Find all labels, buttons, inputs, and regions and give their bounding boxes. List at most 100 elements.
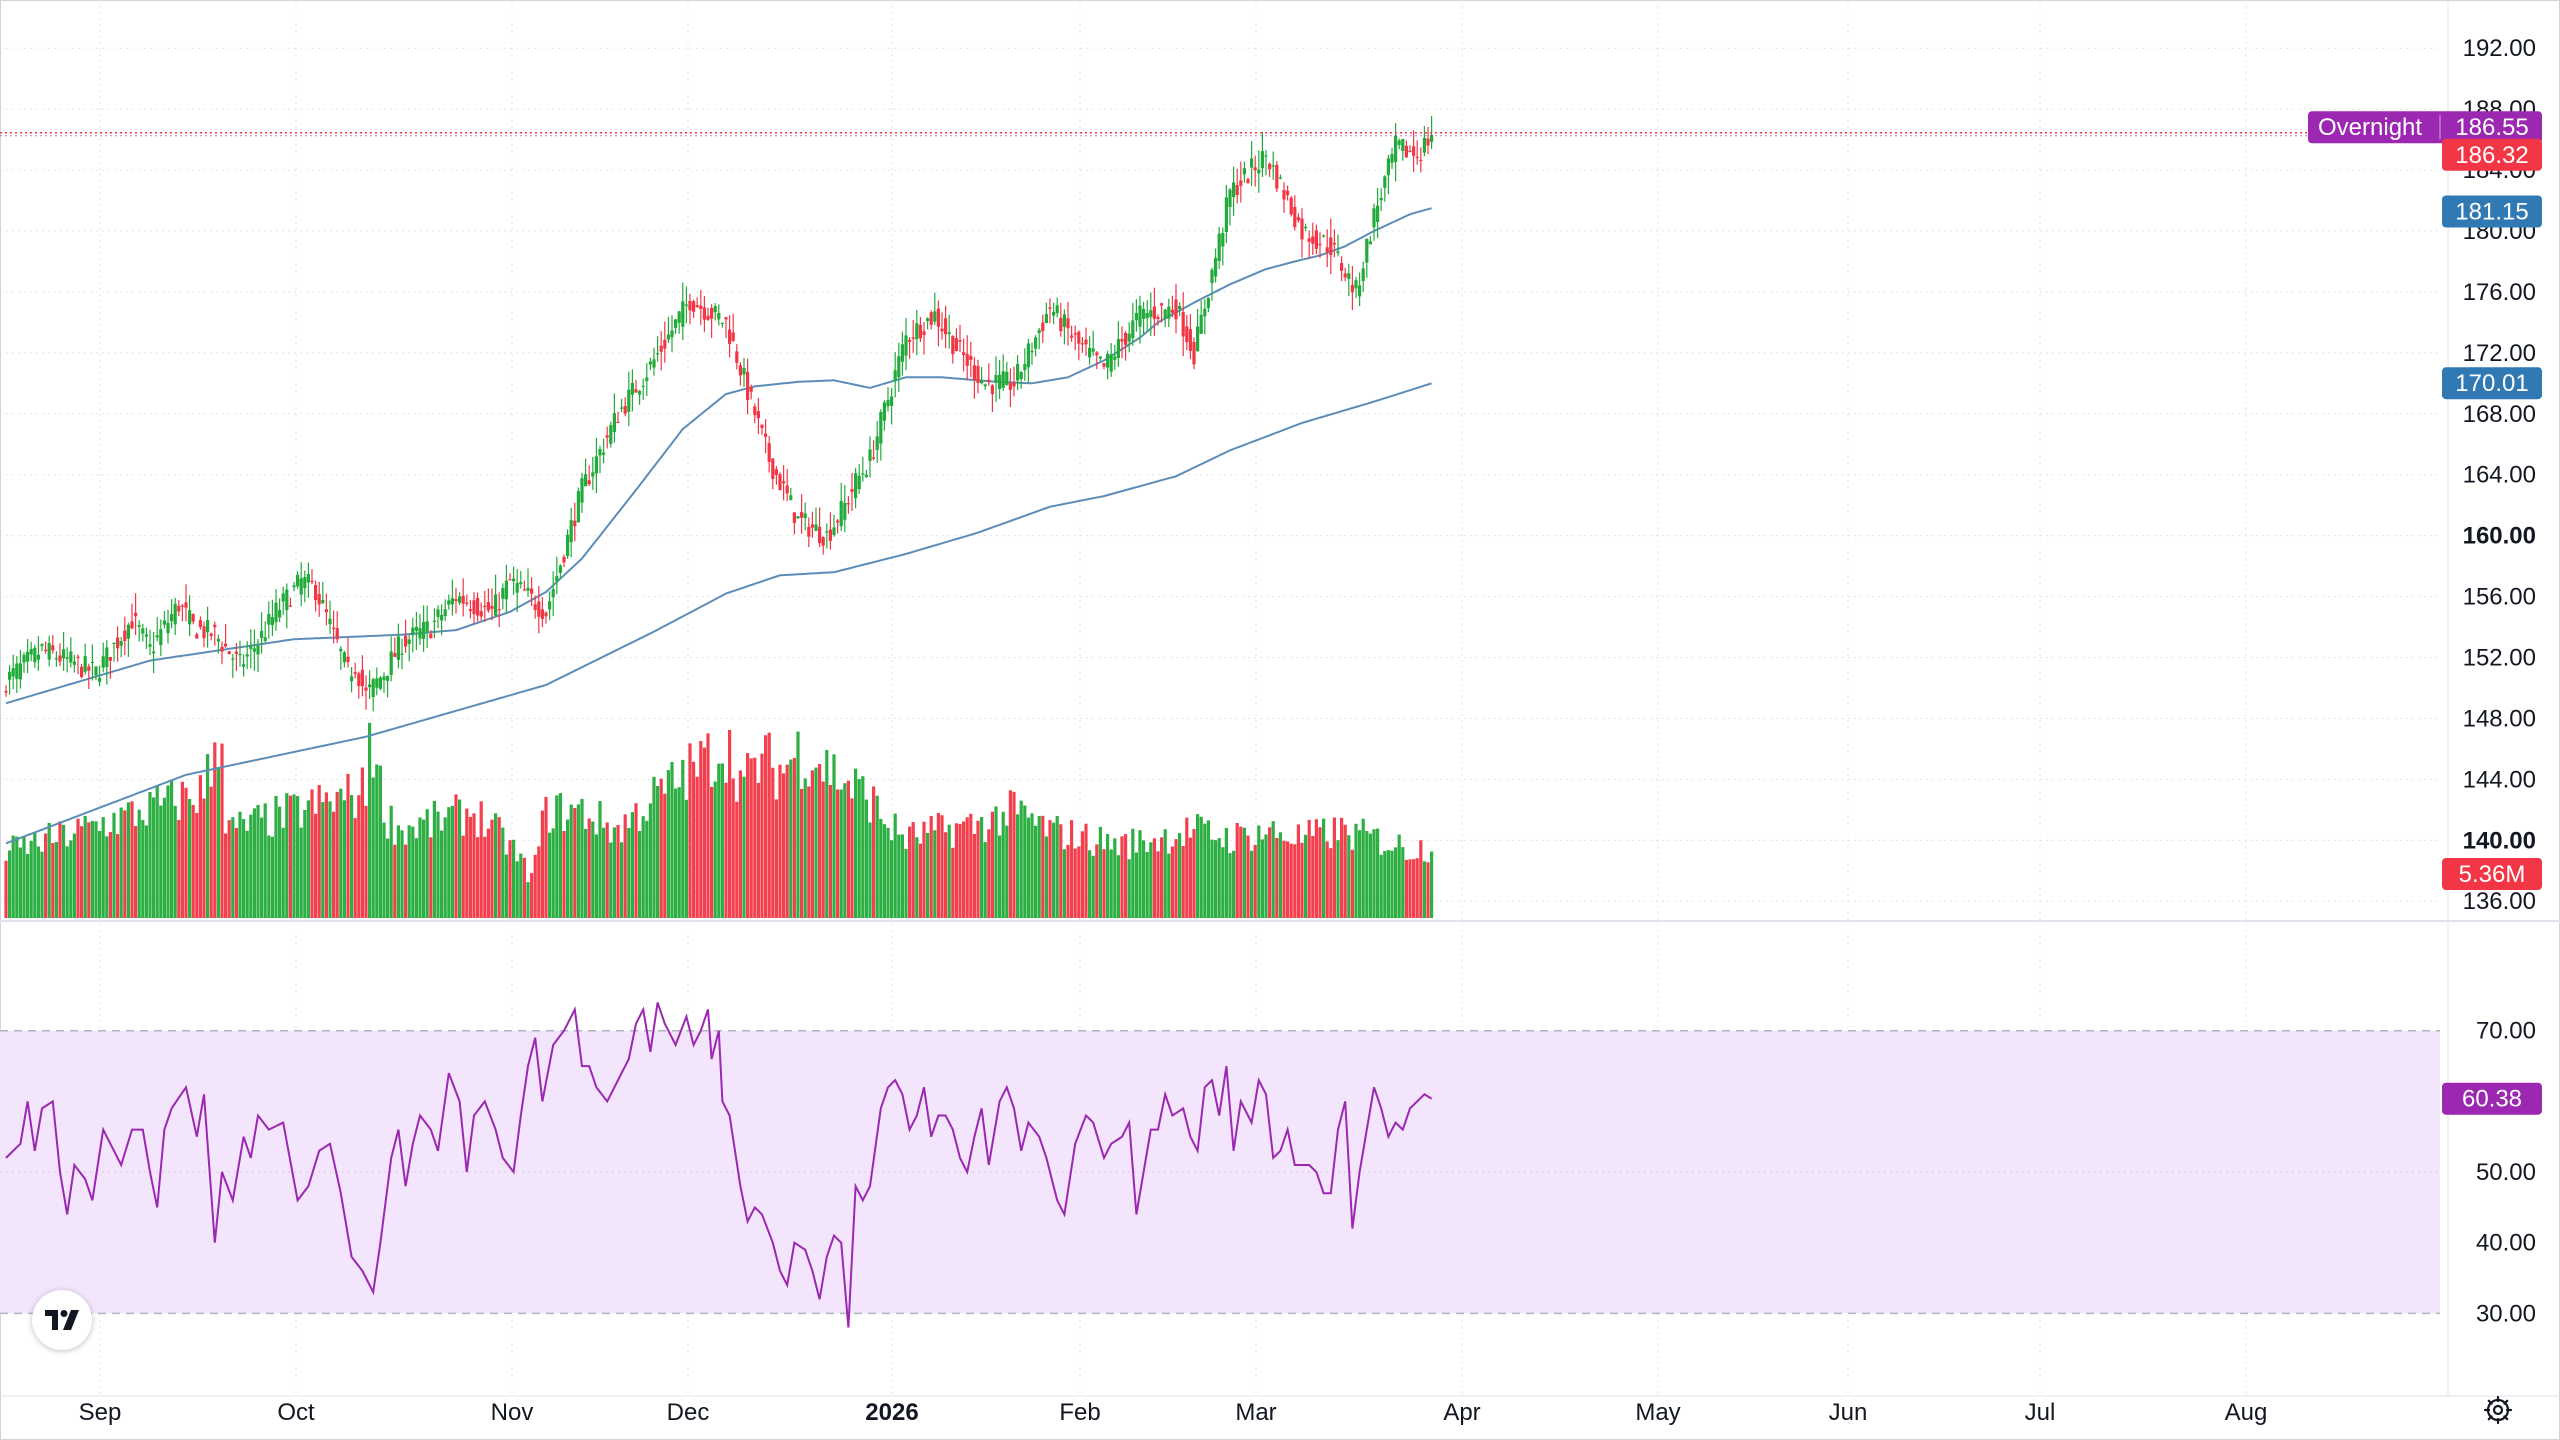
candle-body bbox=[998, 374, 1002, 390]
volume-bar bbox=[1152, 838, 1156, 918]
candle-body bbox=[839, 500, 843, 527]
price-tick-label: 172.00 bbox=[2463, 340, 2536, 367]
volume-bar bbox=[483, 836, 487, 918]
candle-body bbox=[1354, 280, 1358, 289]
candle-body bbox=[965, 353, 969, 366]
volume-bar bbox=[1131, 828, 1135, 918]
volume-bar bbox=[987, 829, 991, 918]
candle-body bbox=[893, 370, 897, 381]
volume-bar bbox=[839, 789, 843, 918]
candle-body bbox=[1167, 306, 1171, 319]
time-tick-label: May bbox=[1635, 1399, 1680, 1426]
volume-bar bbox=[1275, 837, 1279, 918]
candle-body bbox=[555, 576, 559, 582]
candle-body bbox=[1390, 153, 1394, 163]
volume-bar bbox=[173, 805, 177, 918]
candle-body bbox=[681, 301, 685, 327]
gear-icon[interactable] bbox=[2480, 1392, 2516, 1428]
volume-bar bbox=[1016, 814, 1020, 918]
price-axis[interactable]: 192.00188.00184.00180.00176.00172.00168.… bbox=[2463, 35, 2536, 1327]
volume-bar bbox=[134, 826, 138, 918]
volume-bar bbox=[1307, 819, 1311, 918]
volume-bar bbox=[976, 820, 980, 918]
volume-bar bbox=[252, 808, 256, 918]
candle-body bbox=[706, 315, 710, 320]
volume-bar bbox=[1170, 846, 1174, 918]
candle-body bbox=[1102, 363, 1106, 367]
candle-body bbox=[47, 642, 51, 660]
price-tick-label: 192.00 bbox=[2463, 35, 2536, 62]
candle-body bbox=[1185, 326, 1189, 343]
candle-body bbox=[191, 614, 195, 622]
volume-bar bbox=[1206, 820, 1210, 918]
volume-bar bbox=[198, 775, 202, 918]
volume-bar bbox=[1422, 861, 1426, 918]
candle-body bbox=[105, 647, 109, 667]
candle-body bbox=[1149, 310, 1153, 318]
volume-bar bbox=[1282, 840, 1286, 918]
volume-bar bbox=[504, 854, 508, 918]
candle-body bbox=[1106, 353, 1110, 368]
candle-body bbox=[969, 355, 973, 361]
volume-bar bbox=[288, 795, 292, 918]
candle-body bbox=[1012, 382, 1016, 387]
candle-body bbox=[1001, 371, 1005, 388]
volume-bar bbox=[468, 816, 472, 918]
volume-bar bbox=[296, 796, 300, 918]
candle-body bbox=[1268, 163, 1272, 170]
volume-bar bbox=[443, 817, 447, 918]
volume-bar bbox=[1052, 822, 1056, 918]
volume-bar bbox=[1278, 832, 1282, 918]
volume-bar bbox=[746, 753, 750, 918]
candle-body bbox=[440, 614, 444, 621]
volume-bar bbox=[1005, 825, 1009, 918]
candle-body bbox=[1055, 305, 1059, 314]
candle-body bbox=[1019, 371, 1023, 380]
volume-bar bbox=[1138, 830, 1142, 918]
candle-body bbox=[371, 679, 375, 698]
candle-body bbox=[850, 489, 854, 492]
volume-bar bbox=[879, 818, 883, 918]
volume-bar bbox=[234, 828, 238, 918]
candle-body bbox=[126, 624, 130, 639]
candle-body bbox=[882, 402, 886, 421]
volume-bar bbox=[1271, 821, 1275, 918]
candle-body bbox=[1260, 151, 1264, 169]
time-axis[interactable]: Sep Oct Nov Dec 2026 Feb Mar Apr May Jun Jul Aug bbox=[79, 1399, 2268, 1426]
candle-body bbox=[227, 651, 231, 655]
candle-body bbox=[951, 336, 955, 355]
candle-body bbox=[854, 473, 858, 499]
tradingview-logo-icon[interactable] bbox=[32, 1290, 92, 1350]
volume-bar bbox=[432, 800, 436, 918]
volume-bar bbox=[1408, 859, 1412, 918]
candle-body bbox=[152, 651, 156, 654]
volume-bar bbox=[321, 802, 325, 918]
candle-body bbox=[530, 588, 534, 594]
volume-bar bbox=[1026, 817, 1030, 918]
last-price-badge-text: 186.32 bbox=[2455, 142, 2528, 169]
candle-body bbox=[141, 628, 145, 634]
candle-body bbox=[807, 526, 811, 537]
candle-body bbox=[800, 511, 804, 518]
volume-bar bbox=[418, 817, 422, 918]
volume-bar bbox=[454, 794, 458, 918]
volume-bar bbox=[33, 832, 37, 918]
candle-body bbox=[915, 323, 919, 340]
candle-body bbox=[836, 520, 840, 523]
volume-bar bbox=[324, 792, 328, 918]
volume-bar bbox=[1260, 839, 1264, 918]
volume-bar bbox=[414, 838, 418, 918]
candle-body bbox=[72, 661, 76, 665]
time-tick-label: Dec bbox=[667, 1399, 710, 1426]
candle-body bbox=[299, 578, 303, 595]
candle-body bbox=[468, 609, 472, 612]
volume-bar bbox=[458, 799, 462, 918]
volume-bar bbox=[51, 842, 55, 918]
volume-bar bbox=[299, 827, 303, 918]
volume-bar bbox=[850, 798, 854, 918]
volume-bar bbox=[1073, 848, 1077, 918]
candle-body bbox=[389, 651, 393, 675]
volume-bar bbox=[1156, 851, 1160, 918]
candle-body bbox=[1394, 135, 1398, 162]
